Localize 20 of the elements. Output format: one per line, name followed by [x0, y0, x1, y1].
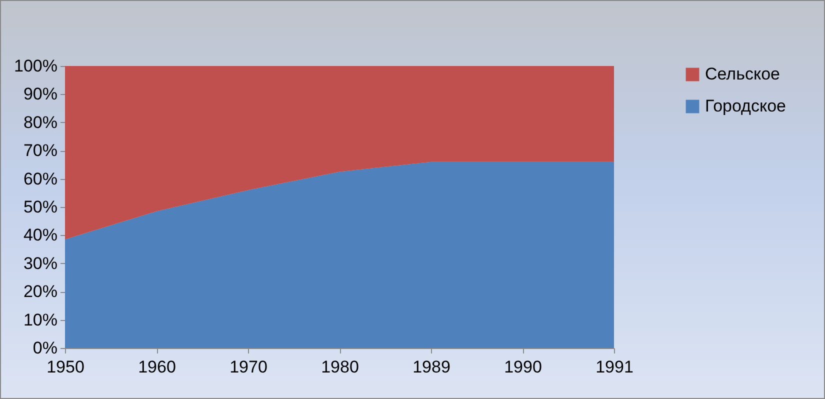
x-tick-label: 1989 [412, 358, 450, 376]
x-tick-label: 1990 [504, 358, 542, 376]
y-tick-label: 60% [23, 169, 58, 188]
x-tick-label: 1991 [596, 358, 634, 376]
x-tick-label: 1960 [138, 358, 176, 376]
legend-label: Сельское [705, 64, 780, 84]
y-tick-label: 100% [14, 56, 58, 76]
y-tick-label: 50% [23, 198, 58, 216]
x-tick-label: 1980 [321, 358, 359, 376]
y-tick-label: 30% [23, 254, 58, 273]
y-tick-label: 10% [23, 310, 58, 330]
y-tick-label: 80% [23, 112, 58, 132]
legend-label: Городское [705, 96, 786, 116]
y-tick-label: 70% [23, 141, 58, 160]
y-tick-label: 0% [32, 338, 58, 358]
x-tick-label: 1950 [46, 358, 84, 376]
y-tick-label: 40% [23, 226, 58, 245]
y-tick-label: 20% [23, 282, 58, 302]
x-tick-label: 1970 [230, 358, 268, 376]
y-tick-label: 90% [23, 84, 58, 104]
